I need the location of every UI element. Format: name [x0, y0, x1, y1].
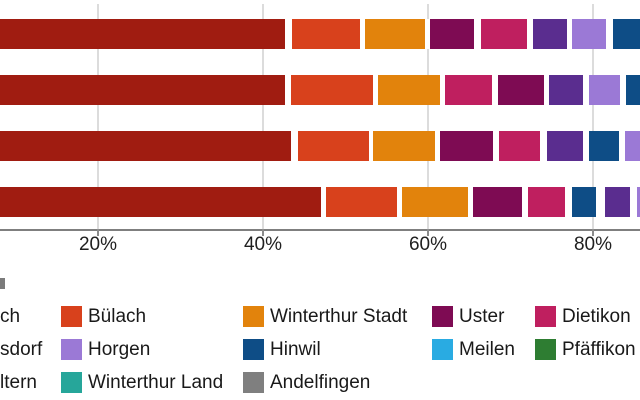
gridline: [97, 4, 99, 229]
bar-segment-maroon[interactable]: [497, 75, 544, 105]
bar-segment-dark_blue[interactable]: [612, 19, 640, 49]
bar-segment-pink[interactable]: [480, 19, 528, 49]
bar-segment-orange[interactable]: [402, 187, 468, 217]
bar-segment-dark_purple[interactable]: [532, 19, 567, 49]
legend-swatch-pink[interactable]: [535, 306, 556, 327]
legend-item-label[interactable]: Horgen: [88, 339, 151, 360]
bar-segment-dark_red[interactable]: [0, 131, 292, 161]
bar-segment-light_purple[interactable]: [636, 187, 640, 217]
bar-segment-pink[interactable]: [527, 187, 566, 217]
bar-segment-red[interactable]: [297, 131, 369, 161]
x-tick-label: 20%: [78, 234, 118, 255]
legend-swatch-teal[interactable]: [61, 372, 82, 393]
legend-item-label[interactable]: Andelfingen: [270, 372, 371, 393]
legend-swatch-light_blue[interactable]: [432, 339, 453, 360]
gridline: [592, 4, 594, 229]
bar-segment-dark_red[interactable]: [0, 75, 285, 105]
bar-segment-dark_red[interactable]: [0, 187, 321, 217]
bar-segment-light_purple[interactable]: [625, 131, 640, 161]
x-tick-mark: [97, 229, 99, 236]
bar-segment-orange[interactable]: [373, 131, 435, 161]
legend-item-label[interactable]: sdorf: [0, 339, 43, 360]
bar-segment-light_purple[interactable]: [572, 19, 607, 49]
x-tick-mark: [592, 229, 594, 236]
legend-swatch-red[interactable]: [61, 306, 82, 327]
clipped-text-fragment: [0, 278, 5, 289]
bar-segment-maroon[interactable]: [429, 19, 475, 49]
legend-swatch-green[interactable]: [535, 339, 556, 360]
legend-item-label[interactable]: Hinwil: [270, 339, 321, 360]
bar-row: [0, 187, 640, 217]
legend-item-label[interactable]: Pfäffikon: [562, 339, 636, 360]
legend-swatch-maroon[interactable]: [432, 306, 453, 327]
bar-segment-dark_blue[interactable]: [588, 131, 619, 161]
bar-segment-orange[interactable]: [365, 19, 425, 49]
gridline: [427, 4, 429, 229]
bar-segment-pink[interactable]: [498, 131, 541, 161]
legend-item-label[interactable]: Bülach: [88, 306, 147, 327]
bar-segment-dark_blue[interactable]: [572, 187, 596, 217]
bar-segment-dark_purple[interactable]: [605, 187, 631, 217]
legend-item-label[interactable]: Winterthur Land: [88, 372, 224, 393]
legend-item-label[interactable]: Dietikon: [562, 306, 631, 327]
bar-segment-pink[interactable]: [445, 75, 493, 105]
legend-item-label[interactable]: ltern: [0, 372, 37, 393]
bar-segment-light_purple[interactable]: [588, 75, 621, 105]
x-tick-label: 40%: [243, 234, 283, 255]
legend-item-label[interactable]: Winterthur Stadt: [270, 306, 408, 327]
bar-segment-orange[interactable]: [377, 75, 440, 105]
legend-swatch-gray[interactable]: [243, 372, 264, 393]
x-tick-mark: [262, 229, 264, 236]
bar-segment-red[interactable]: [326, 187, 397, 217]
legend-swatch-dark_blue[interactable]: [243, 339, 264, 360]
bar-segment-red[interactable]: [291, 19, 361, 49]
bar-segment-dark_purple[interactable]: [546, 131, 584, 161]
x-tick-label: 60%: [408, 234, 448, 255]
gridline: [262, 4, 264, 229]
x-axis-line: [0, 229, 640, 231]
x-tick-label: 80%: [573, 234, 613, 255]
legend-item-label[interactable]: Uster: [459, 306, 505, 327]
bar-row: [0, 131, 640, 161]
x-tick-mark: [427, 229, 429, 236]
legend-swatch-light_purple[interactable]: [61, 339, 82, 360]
bar-segment-maroon[interactable]: [440, 131, 494, 161]
bar-segment-red[interactable]: [290, 75, 373, 105]
bar-segment-dark_red[interactable]: [0, 19, 286, 49]
bar-row: [0, 19, 640, 49]
bar-segment-maroon[interactable]: [473, 187, 523, 217]
bar-segment-dark_blue[interactable]: [625, 75, 640, 105]
legend-item-label[interactable]: Meilen: [459, 339, 515, 360]
legend-swatch-orange[interactable]: [243, 306, 264, 327]
bar-row: [0, 75, 640, 105]
bar-segment-dark_purple[interactable]: [549, 75, 584, 105]
legend-item-label[interactable]: ch: [0, 306, 21, 327]
